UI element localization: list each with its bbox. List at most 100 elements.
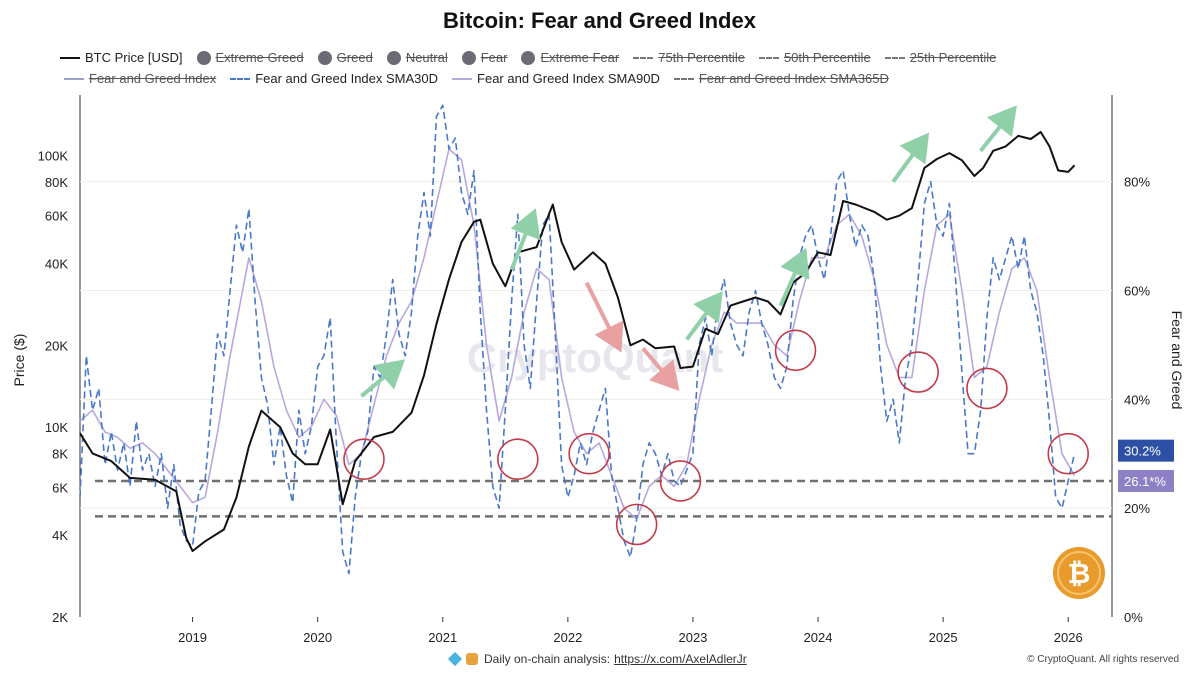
legend-label: 50th Percentile bbox=[783, 50, 871, 65]
left-tick-label: 60K bbox=[45, 209, 68, 224]
legend-item[interactable]: 75th Percentile bbox=[633, 50, 745, 65]
legend-item[interactable]: Fear and Greed Index bbox=[64, 71, 216, 86]
value-badge-text: 26.1*% bbox=[1124, 474, 1166, 489]
highlight-circle bbox=[1047, 432, 1090, 475]
legend-label: BTC Price [USD] bbox=[85, 50, 183, 65]
left-axis-title: Price ($) bbox=[11, 334, 27, 387]
highlight-circle bbox=[659, 460, 702, 502]
coin-body bbox=[1053, 547, 1105, 599]
highlight-circle bbox=[966, 367, 1008, 410]
legend-label: Fear and Greed Index SMA90D bbox=[477, 71, 660, 86]
footer-analysis: Daily on-chain analysis: https://x.com/A… bbox=[447, 651, 747, 667]
value-badge bbox=[1118, 439, 1174, 462]
legend-item[interactable]: Fear bbox=[461, 50, 508, 65]
up-arrow bbox=[509, 208, 541, 271]
down-arrow bbox=[641, 347, 680, 391]
coin-symbol: ₿ bbox=[1068, 557, 1091, 590]
legend-swatch bbox=[64, 77, 84, 80]
legend-swatch bbox=[673, 77, 694, 80]
legend-swatch bbox=[758, 56, 779, 59]
right-tick-label: 0% bbox=[1124, 610, 1143, 625]
x-tick-label: 2021 bbox=[428, 630, 457, 645]
left-tick-label: 2K bbox=[52, 610, 68, 625]
footer-text: Daily on-chain analysis: bbox=[484, 652, 611, 666]
series-line-fear-and-greed-index-sma90d bbox=[79, 148, 1076, 520]
left-tick-label: 100K bbox=[38, 148, 69, 163]
coin-rim bbox=[1057, 551, 1101, 595]
copyright: © CryptoQuant. All rights reserved bbox=[1027, 654, 1179, 665]
down-arrow bbox=[584, 281, 624, 353]
x-tick-label: 2023 bbox=[678, 630, 707, 645]
value-badge-text: 30.2% bbox=[1124, 444, 1161, 459]
legend-label: 25th Percentile bbox=[909, 50, 997, 65]
legend-item[interactable]: BTC Price [USD] bbox=[60, 50, 183, 65]
watermark: CryptoQuant bbox=[467, 334, 724, 381]
legend-swatch bbox=[633, 56, 654, 59]
legend-item[interactable]: Fear and Greed Index SMA90D bbox=[452, 71, 660, 86]
left-tick-label: 8K bbox=[52, 446, 68, 461]
legend-row-1: BTC Price [USD] Extreme Greed Greed Neutral… bbox=[60, 50, 1010, 65]
right-tick-label: 40% bbox=[1124, 392, 1150, 407]
right-tick-label: 60% bbox=[1124, 283, 1150, 298]
up-arrow bbox=[685, 291, 723, 341]
legend-label: Greed bbox=[336, 50, 373, 65]
bitcoin-coin-icon: ₿ bbox=[1053, 547, 1105, 599]
x-tick-label: 2026 bbox=[1054, 630, 1083, 645]
legend-label: Fear bbox=[480, 50, 508, 65]
footer-link[interactable]: https://x.com/AxelAdlerJr bbox=[614, 652, 747, 666]
diamond-icon bbox=[447, 651, 463, 667]
legend-item[interactable]: Extreme Fear bbox=[521, 50, 619, 65]
x-tick-label: 2019 bbox=[178, 630, 207, 645]
series-line-btc-price-usd- bbox=[79, 131, 1076, 552]
left-tick-label: 20K bbox=[45, 338, 68, 353]
legend-item[interactable]: Fear and Greed Index SMA30D bbox=[230, 71, 438, 86]
legend-swatch bbox=[452, 77, 473, 80]
x-tick-label: 2020 bbox=[303, 630, 332, 645]
x-tick-label: 2025 bbox=[929, 630, 958, 645]
x-tick-label: 2022 bbox=[553, 630, 582, 645]
highlight-circle bbox=[343, 438, 385, 480]
left-tick-label: 4K bbox=[52, 528, 68, 543]
legend-row-2: Fear and Greed Index Fear and Greed Index… bbox=[64, 71, 903, 86]
legend-swatch bbox=[196, 50, 211, 65]
legend-item[interactable]: Greed bbox=[317, 50, 373, 65]
left-tick-label: 10K bbox=[45, 420, 68, 435]
legend-label: Neutral bbox=[405, 50, 448, 65]
left-tick-label: 40K bbox=[45, 257, 68, 272]
chart-title: Bitcoin: Fear and Greed Index bbox=[443, 8, 756, 33]
legend-swatch bbox=[461, 50, 476, 65]
legend-label: Fear and Greed Index bbox=[89, 71, 217, 86]
legend-label: Fear and Greed Index SMA30D bbox=[255, 71, 439, 86]
legend-label: Extreme Greed bbox=[215, 50, 304, 65]
left-tick-label: 80K bbox=[45, 175, 68, 190]
highlight-circle bbox=[774, 329, 817, 372]
right-axis-title: Fear and Greed bbox=[1169, 311, 1185, 410]
legend-item[interactable]: 50th Percentile bbox=[758, 50, 871, 65]
right-tick-label: 20% bbox=[1124, 501, 1150, 516]
legend-swatch bbox=[230, 77, 251, 80]
highlight-circle bbox=[497, 438, 539, 480]
highlight-circle bbox=[615, 503, 658, 546]
legend-item[interactable]: Fear and Greed Index SMA365D bbox=[673, 71, 889, 86]
series-line-fear-and-greed-index-sma30d bbox=[79, 104, 1076, 575]
legend-item[interactable]: Extreme Greed bbox=[196, 50, 304, 65]
right-tick-label: 80% bbox=[1124, 175, 1150, 190]
left-tick-label: 6K bbox=[52, 480, 68, 495]
legend-item[interactable]: 25th Percentile bbox=[884, 50, 997, 65]
x-tick-label: 2024 bbox=[804, 630, 833, 645]
value-badge bbox=[1118, 469, 1174, 492]
legend-swatch bbox=[60, 56, 80, 59]
up-arrow bbox=[778, 247, 810, 307]
legend-swatch bbox=[884, 56, 905, 59]
legend-label: Extreme Fear bbox=[540, 50, 620, 65]
legend-swatch bbox=[317, 50, 332, 65]
up-arrow bbox=[360, 359, 406, 398]
up-arrow bbox=[979, 105, 1017, 153]
legend-label: 75th Percentile bbox=[658, 50, 745, 65]
face-icon bbox=[466, 653, 478, 665]
legend-swatch bbox=[386, 50, 401, 65]
legend-item[interactable]: Neutral bbox=[386, 50, 448, 65]
legend-label: Fear and Greed Index SMA365D bbox=[698, 71, 889, 86]
highlight-circle bbox=[568, 432, 610, 475]
